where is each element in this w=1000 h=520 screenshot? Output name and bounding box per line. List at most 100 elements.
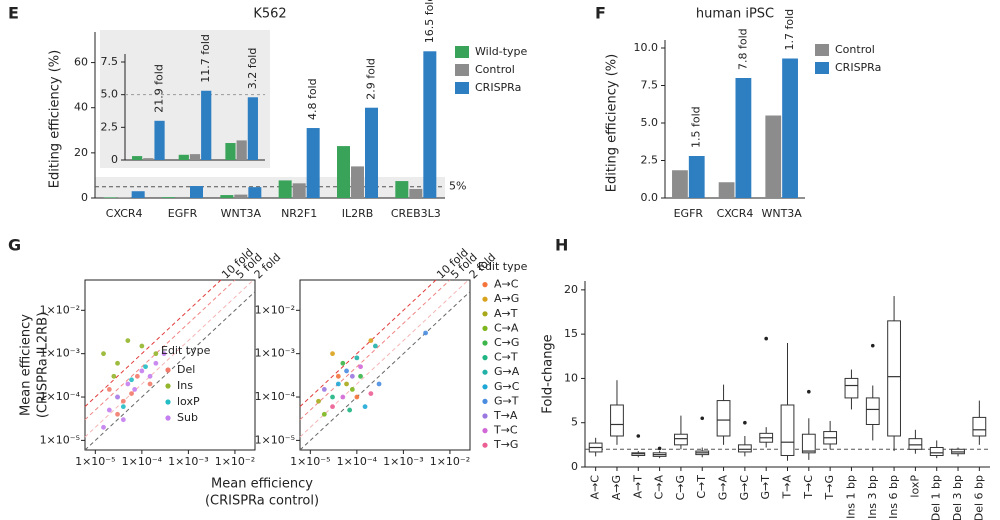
y-tick-label: 0.0 — [641, 191, 659, 204]
x-tick-label: Del 1 bp — [930, 475, 943, 520]
legend-title: Edit type — [161, 344, 211, 357]
box — [737, 444, 752, 453]
x-tick-label: T→A — [781, 475, 794, 500]
y-axis-label: Editing efficiency (%) — [605, 54, 620, 192]
point — [358, 364, 363, 370]
bar — [395, 181, 409, 198]
y-tick-label: 1×10⁻⁵ — [255, 433, 295, 446]
outlier — [700, 416, 705, 421]
bar — [735, 78, 752, 198]
y-tick-label: 1×10⁻⁴ — [40, 390, 81, 403]
x-tick-label: G→C — [738, 475, 751, 501]
x-tick-label: C→A — [653, 475, 666, 500]
point — [115, 360, 120, 366]
x-tick-label: A→T — [631, 475, 644, 499]
point — [340, 394, 346, 400]
bar — [423, 51, 437, 199]
fold-line — [299, 279, 469, 438]
point — [134, 373, 140, 379]
y-tick-label: 1×10⁻⁵ — [40, 433, 80, 446]
y-tick-label: 10 — [564, 371, 578, 384]
point — [125, 338, 131, 344]
bar — [688, 156, 705, 198]
y-axis-label: Editing efficiency (%) — [48, 50, 63, 188]
x-tick-label: loxP — [908, 475, 921, 498]
x-tick-label: 1×10⁻⁵ — [75, 455, 115, 468]
legend-marker — [165, 415, 171, 421]
y-axis-label: Mean efficiency — [19, 314, 34, 416]
x-tick-label: 1×10⁻² — [215, 455, 255, 468]
point — [349, 373, 355, 379]
panel-label: E — [8, 4, 19, 23]
legend-marker — [482, 340, 488, 346]
legend-label: A→T — [494, 307, 518, 320]
x-tick-label: EGFR — [674, 207, 704, 220]
bar — [143, 158, 154, 160]
y-tick-label: 1×10⁻² — [40, 303, 80, 316]
x-tick-label: A→C — [589, 475, 602, 500]
legend-swatch — [815, 62, 829, 74]
point — [368, 338, 374, 344]
outlier — [807, 389, 811, 394]
point — [106, 386, 112, 392]
bar — [409, 188, 423, 198]
x-tick-label: 1×10⁻³ — [168, 455, 208, 468]
y-tick-label: 2.5 — [641, 154, 659, 167]
fold-line — [84, 279, 254, 438]
point — [344, 368, 349, 374]
fold-line — [84, 279, 222, 408]
point — [347, 407, 353, 413]
fold-label: 1.7 fold — [783, 9, 796, 51]
x-tick-label: 1×10⁻⁴ — [337, 455, 378, 468]
point — [376, 381, 382, 387]
point — [340, 360, 346, 366]
point — [372, 343, 378, 349]
legend-marker — [482, 311, 488, 317]
legend-marker — [482, 398, 488, 404]
fold-line — [84, 279, 236, 421]
legend-label: G→T — [494, 394, 519, 407]
identity-line — [84, 291, 256, 451]
bar — [132, 156, 143, 160]
bar — [337, 146, 350, 198]
x-axis-label: (CRISPRa control) — [205, 494, 319, 509]
x-tick-label: Del 3 bp — [951, 475, 964, 520]
bar — [176, 196, 189, 198]
box — [887, 320, 901, 437]
legend-marker — [482, 282, 488, 288]
x-tick-label: EGFR — [168, 207, 198, 220]
legend-swatch — [455, 64, 469, 76]
point — [330, 351, 335, 357]
legend-label: Sub — [177, 411, 198, 424]
fold-label: 3.2 fold — [246, 48, 259, 90]
identity-line — [299, 291, 471, 451]
y-tick-label: 0 — [571, 460, 578, 473]
legend-marker — [482, 442, 488, 448]
x-tick-label: WNT3A — [761, 207, 802, 220]
reference-label: 5% — [449, 180, 466, 193]
legend-marker — [482, 369, 488, 375]
legend-marker — [165, 399, 171, 405]
bar — [292, 183, 306, 198]
point — [349, 386, 355, 392]
outlier — [743, 420, 747, 425]
legend-label: CRISPRa — [835, 61, 881, 74]
box — [908, 438, 923, 450]
plot-frame — [84, 279, 256, 451]
fold-line — [299, 279, 437, 408]
fold-label: 2.9 fold — [365, 58, 378, 100]
x-tick-label: CXCR4 — [106, 207, 143, 220]
bar — [154, 120, 165, 160]
bar — [351, 166, 364, 198]
y-tick-label: 7.5 — [641, 79, 659, 92]
box — [780, 404, 795, 456]
point — [115, 411, 120, 417]
fold-label: 1.5 fold — [690, 106, 703, 148]
y-axis-label: (CRISPRa IL2RB) — [36, 312, 51, 418]
legend-label: A→G — [494, 292, 519, 305]
panel-label: H — [555, 236, 568, 255]
outlier — [870, 343, 875, 348]
legend-label: C→T — [494, 351, 518, 364]
inset-y-tick-label: 5.0 — [101, 88, 119, 101]
outlier — [764, 336, 768, 341]
